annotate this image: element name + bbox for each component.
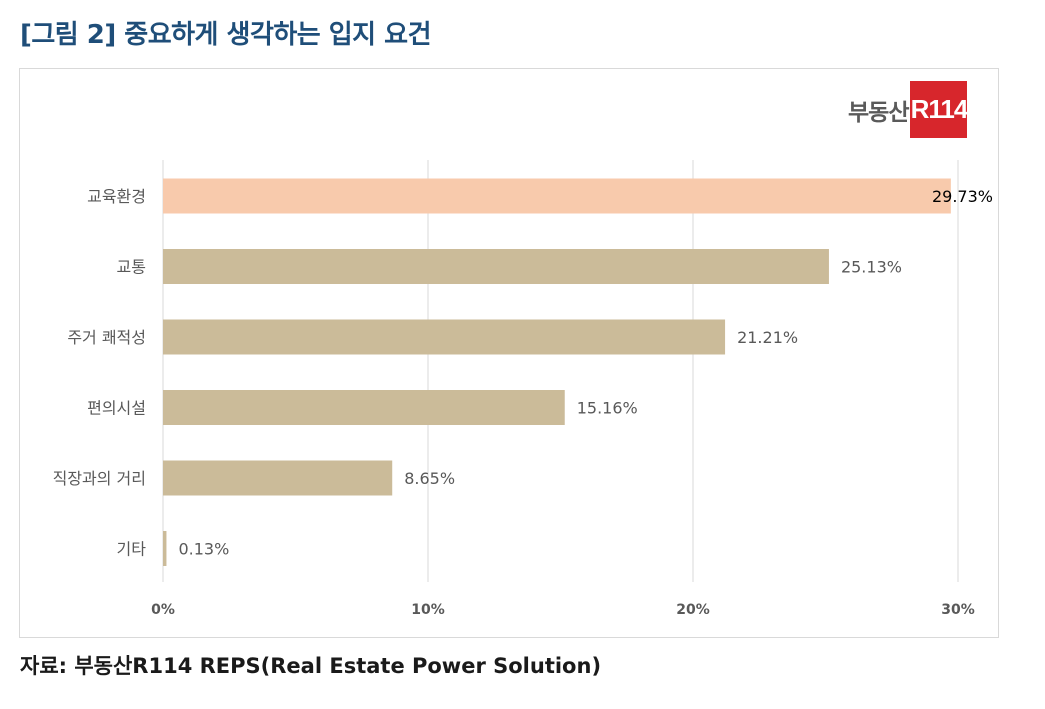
category-label: 편의시설 (87, 399, 146, 418)
data-label: 25.13% (841, 258, 902, 277)
category-label: 직장과의 거리 (53, 469, 146, 488)
data-label: 29.73% (932, 187, 993, 206)
x-tick-label: 20% (676, 602, 710, 618)
bar (163, 460, 393, 496)
bar (163, 178, 951, 214)
bar (163, 390, 565, 425)
data-label: 21.21% (737, 328, 798, 347)
logo-text: 부동산 (848, 99, 909, 126)
bar (163, 249, 829, 284)
r114-logo: 부동산 R114 (848, 81, 968, 138)
data-label: 0.13% (178, 540, 229, 559)
figure-title: [그림 2] 중요하게 생각하는 입지 요건 (20, 20, 432, 50)
bar (163, 531, 167, 566)
source-note: 자료: 부동산R114 REPS(Real Estate Power Solut… (20, 654, 602, 678)
x-tick-label: 30% (941, 602, 975, 618)
chart-frame (19, 68, 999, 638)
category-label: 교육환경 (87, 187, 146, 206)
bar (163, 319, 726, 355)
data-label: 8.65% (404, 469, 455, 488)
x-tick-label: 0% (151, 602, 175, 618)
category-label: 교통 (117, 258, 146, 277)
x-tick-label: 10% (411, 602, 445, 618)
category-label: 기타 (117, 540, 147, 559)
logo-box: R114 (910, 81, 968, 138)
data-label: 15.16% (577, 399, 638, 418)
category-label: 주거 쾌적성 (67, 328, 146, 347)
